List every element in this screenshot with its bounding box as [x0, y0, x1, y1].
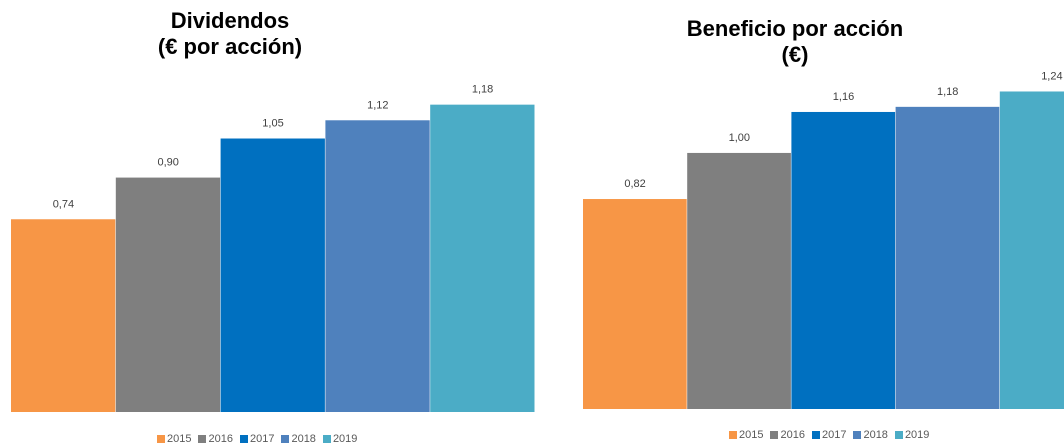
bar-beneficio-2015 [583, 199, 687, 409]
legend-label: 2015 [739, 429, 764, 441]
legend-item-2019: 2019 [894, 429, 930, 441]
legend-label: 2018 [291, 433, 316, 445]
legend-dividendos: 2015 2016 2017 2018 2019 [157, 433, 357, 445]
data-label-dividendos-2017: 1,05 [262, 118, 283, 130]
legend-swatch [281, 435, 290, 443]
data-label-dividendos-2018: 1,12 [367, 99, 388, 111]
bar-dividendos-2016 [115, 177, 221, 412]
legend-swatch [198, 435, 207, 443]
bar-dividendos-2018 [325, 120, 430, 413]
legend-label: 2017 [821, 429, 847, 441]
data-label-beneficio-2016: 1,00 [729, 132, 750, 144]
legend-swatch [322, 435, 331, 443]
legend-swatch [770, 431, 779, 439]
legend-swatch [239, 435, 248, 443]
plot-area-beneficio: 0,82 1,00 1,16 1,18 1,24 [583, 70, 1064, 410]
data-label-dividendos-2019: 1,18 [472, 84, 493, 96]
chart-title-line: (€ por acción) [157, 34, 303, 59]
chart-title-line: (€) [781, 42, 809, 67]
chart-title-beneficio: Beneficio por acción (€) [650, 16, 940, 68]
bar-beneficio-2019 [999, 91, 1064, 409]
data-label-beneficio-2017: 1,16 [833, 91, 854, 103]
bar-dividendos-2015 [11, 219, 116, 412]
legend-item-2015: 2015 [157, 433, 191, 445]
data-label-beneficio-2018: 1,18 [937, 86, 958, 98]
bar-beneficio-2017 [791, 111, 896, 409]
legend-item-2016: 2016 [770, 429, 805, 441]
legend-label: 2019 [904, 429, 930, 441]
legend-label: 2018 [863, 429, 888, 441]
bar-beneficio-2016 [687, 152, 791, 409]
chart-title-dividendos: Dividendos (€ por acción) [90, 8, 370, 60]
legend-item-2015: 2015 [729, 429, 763, 441]
data-label-dividendos-2016: 0,90 [157, 157, 178, 169]
legend-item-2018: 2018 [853, 429, 888, 441]
data-label-beneficio-2015: 0,82 [624, 178, 645, 190]
chart-title-line: Dividendos [170, 8, 290, 33]
legend-swatch [157, 435, 165, 443]
legend-beneficio: 2015 2016 2017 2018 2019 [729, 429, 929, 441]
legend-label: 2016 [208, 433, 233, 445]
data-label-dividendos-2015: 0,74 [53, 198, 74, 210]
legend-swatch [811, 431, 820, 439]
legend-swatch [894, 431, 903, 439]
plot-area-dividendos: 0,74 0,90 1,05 1,12 1,18 [11, 84, 535, 413]
bar-beneficio-2018 [895, 106, 1000, 410]
legend-label: 2015 [167, 433, 192, 445]
chart-title-line: Beneficio por acción [686, 16, 904, 41]
legend-label: 2016 [780, 429, 805, 441]
data-label-beneficio-2019: 1,24 [1041, 70, 1062, 82]
bar-dividendos-2019 [430, 104, 535, 413]
legend-item-2018: 2018 [281, 433, 316, 445]
legend-swatch [853, 431, 862, 439]
legend-swatch [729, 431, 737, 439]
legend-item-2019: 2019 [322, 433, 358, 445]
legend-item-2016: 2016 [198, 433, 233, 445]
legend-item-2017: 2017 [811, 429, 847, 441]
legend-item-2017: 2017 [239, 433, 275, 445]
legend-label: 2019 [332, 433, 358, 445]
legend-label: 2017 [249, 433, 275, 445]
bar-dividendos-2017 [220, 138, 325, 412]
